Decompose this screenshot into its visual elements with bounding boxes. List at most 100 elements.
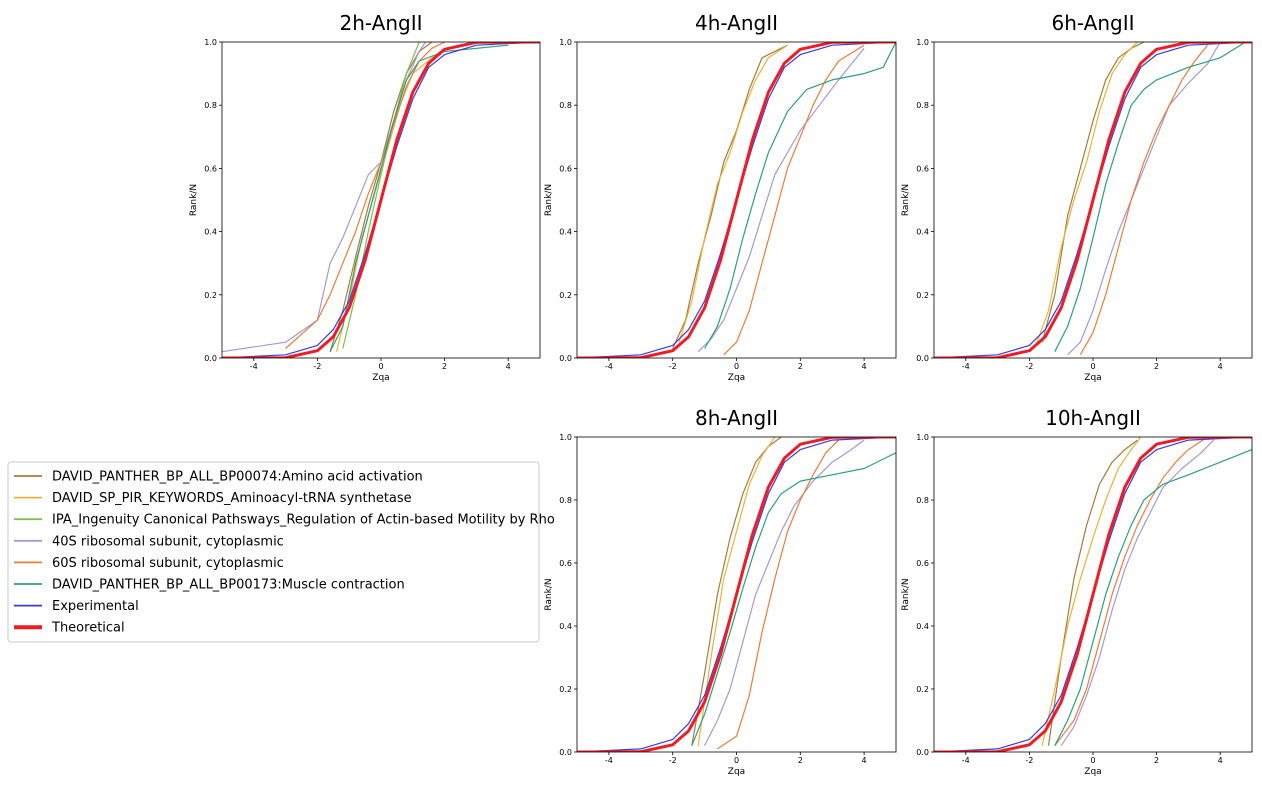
y-axis-label: Rank/N — [544, 578, 554, 610]
y-axis-label: Rank/N — [901, 578, 911, 610]
x-tick-label: 4 — [1218, 756, 1223, 765]
x-tick-label: 0 — [734, 362, 739, 371]
series-line — [1041, 42, 1145, 343]
legend-entry-label: Experimental — [52, 599, 139, 614]
legend-entry-label: IPA_Ingenuity Canonical Pathsways_Regula… — [52, 513, 555, 528]
x-axis-label: Zqa — [728, 373, 745, 383]
series-line — [1035, 42, 1138, 346]
x-tick-label: -2 — [313, 362, 321, 371]
series-line — [717, 439, 840, 750]
legend: DAVID_PANTHER_BP_ALL_BP00074:Amino acid … — [7, 461, 555, 643]
series-line — [1054, 42, 1246, 352]
chart-panel: 4h-AngII -4 -2 0 2 4 0.0 0.2 0.4 0.6 0.8 1.0 Zqa Rank… — [544, 11, 897, 383]
y-tick-label: 0.2 — [559, 685, 572, 694]
series-line — [704, 42, 896, 349]
y-tick-label: 0.8 — [559, 101, 572, 110]
series-line — [1041, 437, 1142, 746]
series-line — [697, 47, 865, 353]
chart-panel: 2h-AngII -4 -2 0 2 4 0.0 0.2 0.4 0.6 0.8 1.0 Zqa Rank… — [189, 11, 541, 383]
series-line — [329, 44, 509, 352]
y-tick-label: 0.4 — [916, 622, 929, 631]
y-tick-label: 0.2 — [916, 685, 929, 694]
y-tick-label: 0.8 — [916, 101, 929, 110]
chart-title: 2h-AngII — [339, 11, 422, 35]
y-tick-label: 0.2 — [559, 291, 572, 300]
series-group — [577, 437, 896, 752]
legend-entry-label: 40S ribosomal subunit, cytoplasmic — [52, 534, 284, 549]
series-group — [934, 437, 1252, 752]
series-line — [672, 44, 788, 349]
y-tick-label: 0.4 — [916, 228, 929, 237]
series-line — [1054, 449, 1252, 746]
y-tick-label: 0.8 — [916, 496, 929, 505]
y-tick-label: 0.4 — [559, 622, 572, 631]
x-tick-label: -4 — [962, 756, 970, 765]
y-tick-label: 1.0 — [204, 38, 217, 47]
y-axis-label: Rank/N — [901, 184, 911, 216]
chart-panel: 10h-AngII -4 -2 0 2 4 0.0 0.2 0.4 0.6 0.8 1.0 Zqa Ran… — [901, 406, 1253, 777]
legend-entry-label: DAVID_SP_PIR_KEYWORDS_Aminoacyl-tRNA syn… — [52, 491, 412, 506]
series-line — [1067, 42, 1221, 356]
y-tick-label: 0.0 — [916, 354, 929, 363]
y-tick-label: 0.0 — [559, 354, 572, 363]
y-tick-label: 1.0 — [916, 38, 929, 47]
x-tick-label: 4 — [862, 756, 867, 765]
x-tick-label: 4 — [506, 362, 511, 371]
y-tick-label: 1.0 — [916, 433, 929, 442]
legend-entry-label: 60S ribosomal subunit, cytoplasmic — [52, 556, 284, 571]
series-group — [222, 42, 540, 358]
series-line — [222, 42, 540, 358]
x-tick-label: 0 — [1090, 362, 1095, 371]
x-tick-label: -2 — [669, 756, 677, 765]
legend-frame — [7, 461, 540, 643]
series-line — [577, 42, 896, 358]
x-tick-label: -4 — [250, 362, 258, 371]
y-tick-label: 0.0 — [204, 354, 217, 363]
y-tick-label: 0.2 — [916, 291, 929, 300]
y-tick-label: 0.6 — [916, 559, 929, 568]
legend-entry-label: DAVID_PANTHER_BP_ALL_BP00173:Muscle cont… — [52, 578, 405, 593]
series-line — [577, 437, 896, 752]
legend-entry-label: Theoretical — [51, 621, 125, 636]
x-axis-label: Zqa — [728, 767, 745, 777]
x-tick-label: -4 — [605, 362, 613, 371]
series-line — [934, 42, 1252, 358]
series-line — [678, 44, 788, 343]
series-line — [691, 452, 896, 746]
x-tick-label: 4 — [1218, 362, 1223, 371]
series-group — [934, 42, 1252, 358]
y-tick-label: 1.0 — [559, 38, 572, 47]
x-tick-label: -4 — [962, 362, 970, 371]
series-group — [577, 42, 896, 358]
x-tick-label: -2 — [1025, 756, 1033, 765]
chart-panel: 6h-AngII -4 -2 0 2 4 0.0 0.2 0.4 0.6 0.8 1.0 Zqa Rank… — [901, 11, 1253, 383]
y-tick-label: 0.0 — [559, 748, 572, 757]
series-line — [1054, 437, 1208, 747]
chart-title: 10h-AngII — [1045, 406, 1141, 430]
y-tick-label: 0.8 — [559, 496, 572, 505]
legend-entry-label: DAVID_PANTHER_BP_ALL_BP00074:Amino acid … — [52, 470, 423, 485]
y-tick-label: 0.0 — [916, 748, 929, 757]
series-line — [723, 44, 865, 356]
x-tick-label: -2 — [669, 362, 677, 371]
x-axis-label: Zqa — [1084, 373, 1101, 383]
y-tick-label: 0.6 — [204, 164, 217, 173]
x-tick-label: -4 — [605, 756, 613, 765]
y-tick-label: 0.6 — [559, 164, 572, 173]
chart-title: 4h-AngII — [695, 11, 778, 35]
x-tick-label: 2 — [798, 362, 803, 371]
x-tick-label: 2 — [442, 362, 447, 371]
x-tick-label: 4 — [862, 362, 867, 371]
x-tick-label: 2 — [798, 756, 803, 765]
series-line — [222, 42, 427, 353]
x-tick-label: 2 — [1154, 362, 1159, 371]
y-tick-label: 1.0 — [559, 433, 572, 442]
series-line — [342, 42, 420, 349]
x-tick-label: 0 — [378, 362, 383, 371]
x-tick-label: -2 — [1025, 362, 1033, 371]
y-tick-label: 0.4 — [559, 228, 572, 237]
chart-title: 8h-AngII — [695, 406, 778, 430]
y-tick-label: 0.6 — [916, 164, 929, 173]
y-tick-label: 0.8 — [204, 101, 217, 110]
